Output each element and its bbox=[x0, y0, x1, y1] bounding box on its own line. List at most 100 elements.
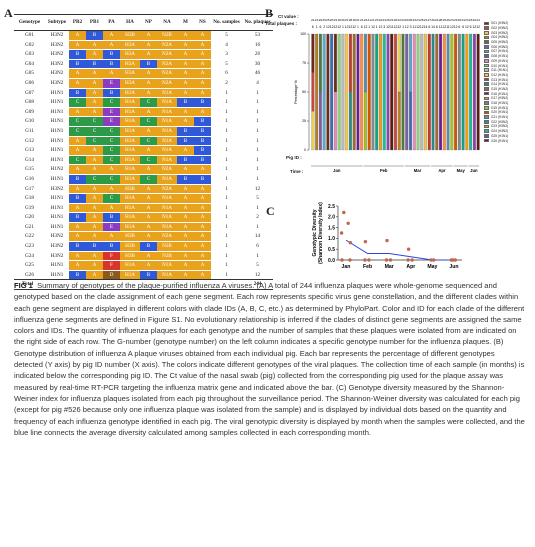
table-cell: H3N2 bbox=[50, 252, 64, 259]
legend-swatch bbox=[484, 40, 489, 44]
plaque-count: 12 bbox=[450, 25, 454, 29]
clade-cell: A bbox=[103, 39, 120, 50]
clade-cell: A bbox=[86, 87, 103, 98]
clade-cell: N2A bbox=[157, 164, 177, 175]
clade-cell: A bbox=[86, 68, 103, 79]
legend-item: G08 (H1N1) bbox=[484, 54, 530, 59]
table-cell: G23 bbox=[25, 243, 34, 250]
clade-cell: A bbox=[194, 231, 211, 242]
clade-cell: A bbox=[140, 68, 157, 79]
bar-segment bbox=[315, 33, 319, 151]
bar-segment bbox=[439, 33, 443, 151]
table-cell: 46 bbox=[254, 70, 261, 77]
clade-cell: H1A bbox=[120, 260, 140, 271]
plaque-count: 6 bbox=[361, 25, 363, 29]
legend-swatch bbox=[484, 54, 489, 58]
bar-segment bbox=[386, 33, 390, 151]
legend-item: G26 (H1N1) bbox=[484, 138, 530, 143]
table-cell: 5 bbox=[256, 195, 259, 202]
legend-swatch bbox=[484, 134, 489, 138]
clade-cell: A bbox=[86, 202, 103, 213]
legend-item: G07 (H1N1) bbox=[484, 49, 530, 54]
table-cell: 1 bbox=[225, 185, 228, 192]
table-cell: 5 bbox=[225, 60, 228, 67]
clade-cell: A bbox=[177, 145, 194, 156]
clade-cell: H1A bbox=[120, 154, 140, 165]
bar-segment bbox=[390, 33, 394, 151]
bar-segment bbox=[311, 111, 315, 151]
table-row: G10 H1N1 C C E H1A C N1A A B 1 1 bbox=[14, 116, 273, 127]
clade-cell: A bbox=[103, 231, 120, 242]
legend-swatch bbox=[484, 119, 489, 124]
plaque-count: 6 bbox=[436, 25, 438, 29]
clade-cell: A bbox=[194, 77, 211, 89]
legend-label: G10 (H1N1) bbox=[491, 63, 509, 68]
clade-cell: C bbox=[69, 125, 86, 137]
data-point bbox=[432, 258, 436, 262]
clade-cell: A bbox=[69, 68, 86, 79]
ct-value: 28 bbox=[439, 18, 443, 22]
clade-cell: A bbox=[194, 58, 211, 69]
clade-cell: B bbox=[69, 241, 86, 252]
table-cell: H1N1 bbox=[50, 108, 64, 115]
table-cell: G16 bbox=[25, 175, 34, 182]
table-cell: 1 bbox=[225, 233, 228, 240]
clade-cell: A bbox=[177, 116, 194, 127]
table-cell: H3N2 bbox=[50, 51, 64, 58]
legend-swatch bbox=[484, 73, 489, 77]
legend-label: G03 (H3N2) bbox=[491, 30, 509, 35]
ct-value: 21 bbox=[311, 18, 315, 22]
plaque-count: 12 bbox=[379, 25, 383, 29]
table-cell: H3N2 bbox=[50, 185, 64, 192]
header-cell: No. samples bbox=[211, 14, 242, 31]
clade-cell: B bbox=[103, 212, 120, 223]
legend-label: G12 (H1N1) bbox=[491, 72, 509, 77]
table-row: G14 H1N1 C A C H1A C N1A B B 1 1 bbox=[14, 154, 273, 165]
table-row: G16 H1N1 B C C H1A C N1A B B 1 1 bbox=[14, 173, 273, 184]
clade-cell: A bbox=[177, 77, 194, 89]
plaque-count: 12 bbox=[454, 25, 458, 29]
legend-swatch bbox=[484, 101, 489, 105]
clade-cell: A bbox=[69, 250, 86, 261]
table-cell: 1 bbox=[256, 223, 259, 230]
table-cell: 5 bbox=[225, 32, 228, 39]
bar-segment bbox=[348, 91, 352, 151]
clade-cell: A bbox=[86, 39, 103, 50]
header-cell: Subtype bbox=[45, 14, 69, 31]
legend-item: G11 (H1N1) bbox=[484, 68, 530, 73]
bar-segment bbox=[401, 33, 405, 151]
table-cell: 1 bbox=[256, 147, 259, 154]
clade-cell: A bbox=[69, 221, 86, 232]
table-cell: G19 bbox=[25, 204, 34, 211]
plaque-count: 1 bbox=[402, 25, 404, 29]
clade-cell: B bbox=[177, 125, 194, 137]
table-cell: 1 bbox=[256, 99, 259, 106]
bar-segment bbox=[345, 33, 349, 151]
legend-label: G01 (H3N2) bbox=[491, 21, 509, 26]
table-row: G06 H3N2 A A E H3A A N2A A A 2 4 bbox=[14, 77, 273, 89]
clade-cell: C bbox=[140, 116, 157, 127]
plaque-count: 1 bbox=[368, 25, 370, 29]
ct-value: 20 bbox=[330, 18, 334, 22]
plaque-count: 12 bbox=[364, 25, 368, 29]
clade-cell: A bbox=[86, 193, 103, 204]
table-cell: H3N2 bbox=[50, 243, 64, 250]
plaque-count: 12 bbox=[326, 25, 330, 29]
ct-value: 26 bbox=[394, 18, 398, 22]
ct-value: 25 bbox=[443, 18, 447, 22]
clade-cell: B bbox=[177, 154, 194, 165]
data-point bbox=[363, 239, 368, 244]
legend-label: G23 (H3N2) bbox=[491, 124, 509, 129]
clade-cell: C bbox=[103, 145, 120, 156]
bar-segment bbox=[375, 33, 379, 151]
legend-swatch bbox=[484, 59, 489, 63]
table-row: G08 H1N1 C A C H1A C N1A B B 1 1 bbox=[14, 97, 273, 108]
ct-value: 23 bbox=[465, 18, 469, 22]
bar-segment bbox=[367, 33, 371, 151]
month-label: May bbox=[457, 168, 466, 173]
y-tick-label: 1.5 bbox=[328, 225, 335, 231]
legend-item: G05 (H3N2) bbox=[484, 40, 530, 45]
clade-cell: C bbox=[140, 173, 157, 184]
clade-cell: A bbox=[177, 87, 194, 98]
